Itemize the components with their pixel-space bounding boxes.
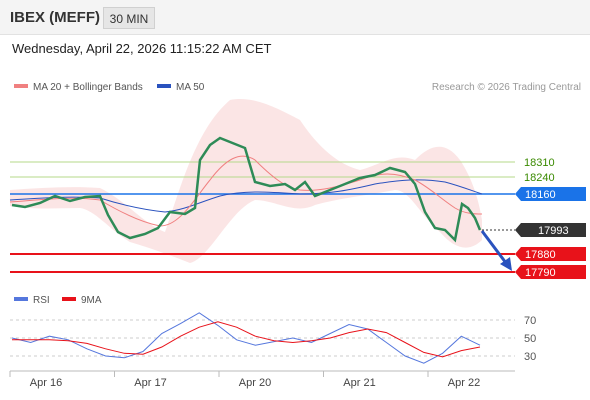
rsi-tick-50: 50 — [524, 333, 536, 345]
x-tick-label: Apr 22 — [448, 377, 480, 389]
rsi-legend-label: RSI — [33, 295, 50, 306]
forecast-arrow-head — [500, 257, 512, 271]
x-tick-label: Apr 17 — [134, 377, 166, 389]
x-axis-ticks: Apr 16 Apr 17 Apr 20 Apr 21 Apr 22 — [9, 371, 480, 389]
level-17790-tag — [515, 265, 586, 279]
rsi-ma-legend-swatch — [62, 297, 76, 301]
bollinger-band — [10, 99, 482, 263]
level-17993-label: 17993 — [538, 225, 569, 237]
level-17880-label: 17880 — [525, 249, 556, 261]
x-tick-label: Apr 21 — [343, 377, 375, 389]
level-18160-tag — [515, 187, 586, 201]
forecast-arrow-line — [480, 230, 508, 264]
level-17993-tag — [515, 223, 586, 237]
level-18310-label: 18310 — [524, 157, 555, 169]
rsi-tick-30: 30 — [524, 351, 536, 363]
level-18240-label: 18240 — [524, 172, 555, 184]
level-18160-label: 18160 — [525, 189, 556, 201]
rsi-ma-series-line — [12, 321, 481, 358]
level-17880-tag — [515, 247, 586, 261]
x-tick-label: Apr 16 — [30, 377, 62, 389]
rsi-lines-group — [11, 312, 481, 364]
symbol-title: IBEX (MEFF) — [10, 9, 100, 26]
rsi-tick-70: 70 — [524, 315, 536, 327]
timeframe-button[interactable]: 30 MIN — [103, 7, 155, 29]
ma50-legend-label: MA 50 — [176, 82, 205, 93]
chart-header: IBEX (MEFF) 30 MIN — [0, 0, 590, 35]
level-17790-label: 17790 — [525, 267, 556, 279]
copyright-text: Research © 2026 Trading Central — [432, 82, 581, 93]
ma50-legend-swatch — [157, 84, 171, 88]
datetime-label: Wednesday, April 22, 2026 11:15:22 AM CE… — [12, 41, 272, 56]
rsi-series-line — [11, 312, 481, 364]
ma20-line — [9, 155, 483, 227]
ma20-legend-swatch — [14, 84, 28, 88]
rsi-legend-swatch — [14, 297, 28, 301]
rsi-ma-legend-label: 9MA — [81, 295, 102, 306]
ma20-legend-label: MA 20 + Bollinger Bands — [33, 82, 143, 93]
price-line — [11, 136, 482, 243]
x-tick-label: Apr 20 — [239, 377, 271, 389]
